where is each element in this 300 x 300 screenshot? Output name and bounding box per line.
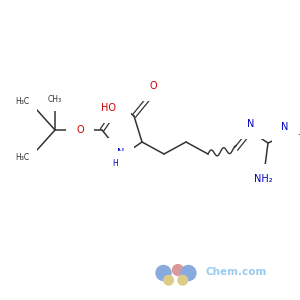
Text: HO: HO (101, 103, 116, 113)
Text: N: N (117, 148, 125, 158)
Circle shape (164, 275, 173, 285)
Text: NH₂: NH₂ (254, 174, 272, 184)
Text: O: O (76, 125, 84, 135)
Text: Chem.com: Chem.com (206, 267, 267, 278)
Text: N: N (247, 119, 255, 129)
Text: H: H (112, 158, 118, 167)
Text: CH₃: CH₃ (48, 94, 62, 103)
Text: H₃C: H₃C (15, 154, 29, 163)
Circle shape (172, 265, 183, 275)
Text: O: O (113, 95, 121, 105)
Text: O: O (149, 81, 157, 91)
Text: H: H (288, 121, 294, 127)
Text: N: N (281, 122, 289, 132)
Circle shape (181, 266, 196, 280)
Circle shape (178, 275, 188, 285)
Text: H₃C: H₃C (15, 98, 29, 106)
Circle shape (156, 266, 171, 280)
